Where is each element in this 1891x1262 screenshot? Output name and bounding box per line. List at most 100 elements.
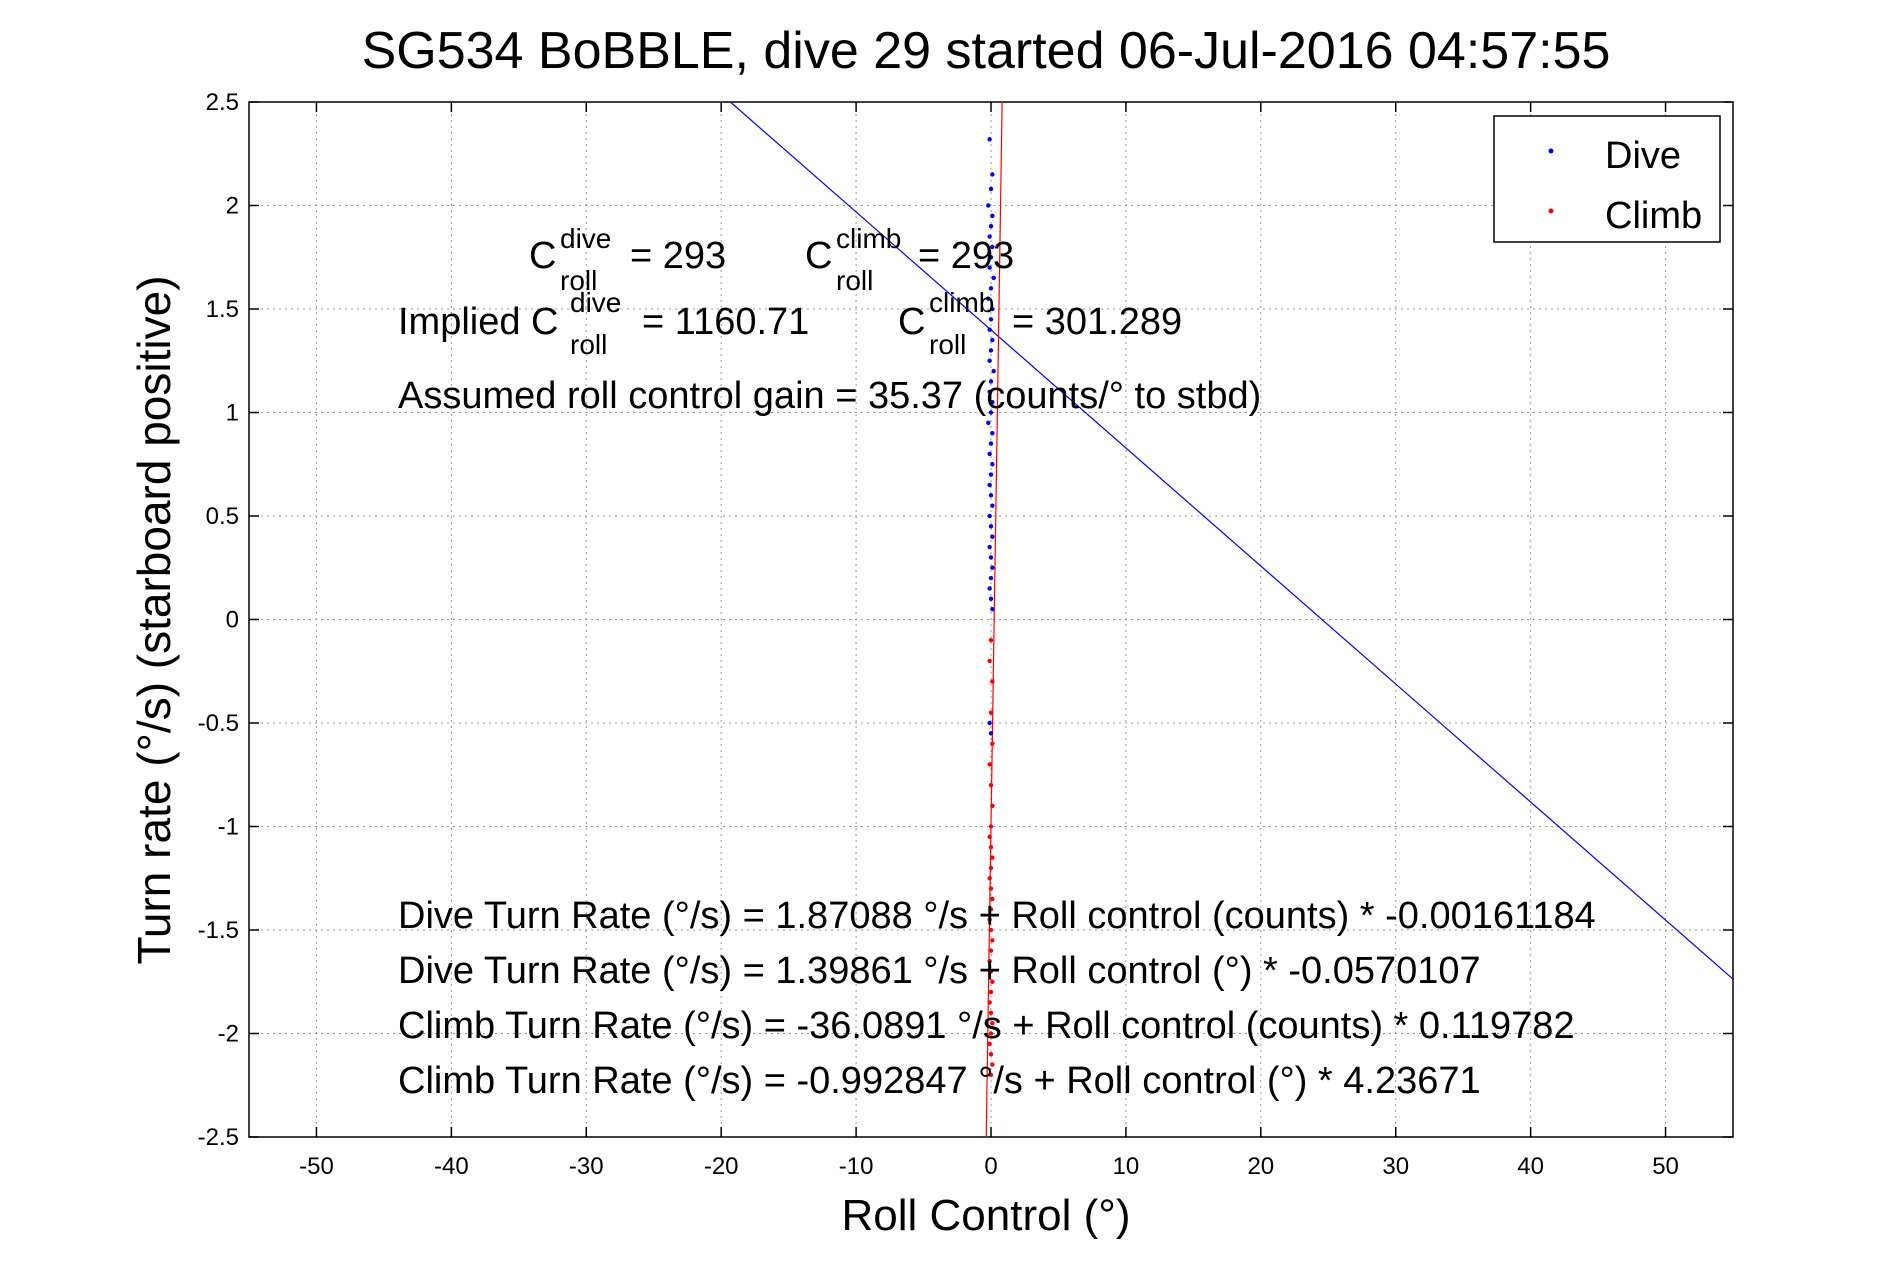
climb-point [988,969,994,974]
dive-point [990,306,995,312]
climb-point [990,1020,995,1026]
x-tick-label: -10 [839,1153,874,1180]
c-climb-sub: roll [836,265,873,296]
dive-point [988,731,994,736]
climb-point [988,948,994,953]
legend-box [1493,115,1721,243]
dive-point [987,234,992,239]
climb-point [988,1031,994,1036]
implied-climb-sub: roll [929,329,966,360]
y-tick-label: -0.5 [198,710,239,737]
y-tick-label: -1 [218,814,239,841]
y-tick-label: 1.5 [206,296,239,323]
dive-point [988,441,994,446]
climb-point [988,1052,994,1057]
climb-point [988,782,994,788]
climb-point [988,886,994,891]
climb-point [990,679,995,684]
dive-point [988,186,994,192]
x-tick-label: -40 [434,1153,469,1180]
dive-point [988,286,994,291]
legend-label-dive: Dive [1605,135,1681,177]
dive-point [987,389,992,394]
dive-point [991,275,996,281]
implied-dive-sub: roll [570,329,607,360]
climb-point [988,1072,994,1078]
c-dive-value: = 293 [630,235,726,277]
dive-point [988,555,994,560]
climb-point [988,824,994,829]
dive-point [986,296,991,301]
annotation-c-dive: C dive roll = 293 [529,223,726,296]
dive-point [990,213,995,219]
c-dive-sup: dive [560,223,611,254]
axis-ticks: -50 -40 -30 -20 -10 0 10 20 30 40 50-2.5-2-1.5-1-0… [198,89,1733,1180]
dive-point [987,720,992,726]
dive-point [990,606,995,612]
climb-point [990,803,995,808]
climb-point [990,855,995,860]
dive-point [988,224,994,229]
implied-climb-prefix: C [898,301,925,343]
y-tick-label: 1 [226,400,239,427]
dive-point [988,255,994,260]
annotation-implied-dive: Implied C dive roll = 1160.71 [398,287,809,360]
x-tick-label: 30 [1382,1153,1409,1180]
climb-point [990,1062,995,1067]
climb-point [987,1041,992,1047]
climb-point [987,834,992,840]
x-tick-label: 20 [1247,1153,1274,1180]
dive-point [988,317,994,322]
c-climb-value: = 293 [918,235,1014,277]
c-dive-prefix: C [529,235,556,277]
climb-point [988,865,994,871]
climb-point [990,896,995,902]
y-tick-label: 0.5 [206,503,239,530]
x-axis-label: Roll Control (°) [842,1191,1131,1240]
y-tick-label: 0 [226,607,239,634]
dive-point [988,410,994,415]
equation-climb-degrees: Climb Turn Rate (°/s) = -0.992847 °/s + … [398,1060,1481,1102]
climb-point [988,927,994,933]
dive-point [990,399,995,405]
dive-point [990,503,995,508]
climb-fit-line [985,101,1003,1138]
dive-point [987,513,992,519]
x-tick-label: 50 [1652,1153,1679,1180]
x-tick-label: -30 [569,1153,604,1180]
x-tick-label: -50 [299,1153,334,1180]
c-climb-prefix: C [805,235,832,277]
dive-point [987,265,992,270]
dive-point [990,462,995,467]
dive-point [990,431,995,436]
climb-point [988,638,994,643]
dive-point [988,472,994,477]
climb-point [988,989,994,995]
climb-point [990,938,995,943]
dive-point [987,137,992,142]
implied-prefix: Implied C [398,301,559,343]
x-tick-label: 10 [1113,1153,1140,1180]
implied-climb-value: = 301.289 [1012,301,1182,343]
y-tick-label: -2 [218,1021,239,1048]
legend-marker-climb [1548,208,1554,214]
x-tick-label: -20 [704,1153,739,1180]
climb-point [987,762,992,767]
equation-dive-degrees: Dive Turn Rate (°/s) = 1.39861 °/s + Rol… [398,950,1481,992]
dive-point [990,244,995,250]
climb-point [988,845,994,850]
climb-point [987,1000,992,1005]
implied-dive-value: = 1160.71 [642,301,809,343]
legend-label-climb: Climb [1605,195,1702,237]
climb-point [988,710,994,715]
dive-point [986,420,991,426]
dive-point [988,524,994,529]
y-tick-label: 2 [226,193,239,220]
dive-point [988,379,994,384]
y-tick-label: -1.5 [198,917,239,944]
dive-point [987,586,992,591]
dive-point [988,493,994,498]
c-climb-sup: climb [836,223,901,254]
annotation-c-climb: C climb roll = 293 [805,223,1014,296]
equation-dive-counts: Dive Turn Rate (°/s) = 1.87088 °/s + Rol… [398,895,1596,937]
